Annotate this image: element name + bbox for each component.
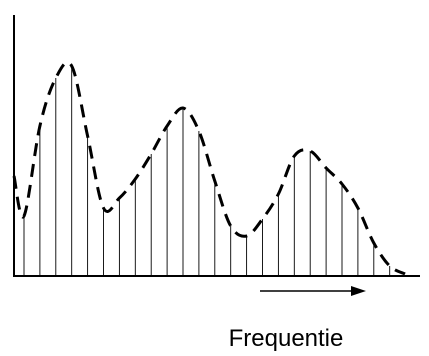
frequency-direction-arrow [260,286,366,296]
bar-group [23,66,391,276]
x-axis-label: Frequentie [228,325,344,352]
dashed-envelope-curve [12,60,406,276]
arrow-head-icon [351,286,366,296]
